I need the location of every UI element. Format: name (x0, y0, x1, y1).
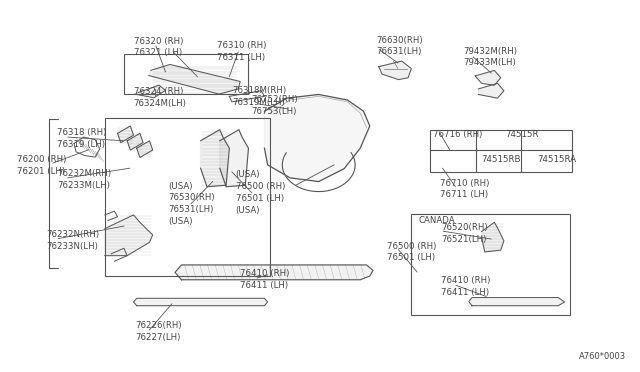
Text: 79432M(RH)
79433M(LH): 79432M(RH) 79433M(LH) (464, 46, 518, 67)
Text: 76320 (RH)
76321 (LH): 76320 (RH) 76321 (LH) (134, 36, 183, 57)
Text: 76318M(RH)
76319M(LH): 76318M(RH) 76319M(LH) (232, 86, 287, 107)
Text: 76752(RH)
76753(LH): 76752(RH) 76753(LH) (252, 95, 298, 116)
Polygon shape (149, 64, 240, 94)
Text: CANADA: CANADA (419, 216, 456, 225)
Text: 76500 (RH)
76501 (LH): 76500 (RH) 76501 (LH) (387, 241, 436, 262)
Polygon shape (478, 83, 504, 98)
Text: (USA)
76500 (RH)
76501 (LH)
(USA): (USA) 76500 (RH) 76501 (LH) (USA) (236, 170, 285, 215)
Bar (412, 214, 570, 315)
Polygon shape (134, 298, 268, 306)
Text: 74515RA: 74515RA (537, 155, 576, 164)
Polygon shape (175, 265, 373, 280)
Text: 76226(RH)
76227(LH): 76226(RH) 76227(LH) (135, 321, 181, 341)
Polygon shape (135, 85, 166, 98)
Polygon shape (468, 298, 564, 306)
Bar (430, 131, 572, 172)
Text: 76520(RH)
76521(LH): 76520(RH) 76521(LH) (442, 223, 488, 244)
Bar (105, 118, 269, 276)
Text: 76410 (RH)
76411 (LH): 76410 (RH) 76411 (LH) (240, 269, 289, 290)
Text: 76200 (RH)
76201 (LH): 76200 (RH) 76201 (LH) (17, 155, 66, 176)
Polygon shape (481, 222, 504, 252)
Polygon shape (379, 61, 412, 80)
Text: (USA)
76530(RH)
76531(LH)
(USA): (USA) 76530(RH) 76531(LH) (USA) (168, 182, 214, 226)
Polygon shape (475, 70, 500, 85)
Text: 74515RB: 74515RB (481, 155, 520, 164)
Text: 76716 (RH): 76716 (RH) (433, 130, 483, 140)
Text: 76310 (RH)
76311 (LH): 76310 (RH) 76311 (LH) (216, 41, 266, 62)
Text: 76232M(RH)
76233M(LH): 76232M(RH) 76233M(LH) (57, 169, 111, 190)
Text: 76318 (RH)
76319 (LH): 76318 (RH) 76319 (LH) (57, 128, 106, 149)
Bar (124, 54, 248, 94)
Text: 76232N(RH)
76233N(LH): 76232N(RH) 76233N(LH) (47, 230, 100, 251)
Text: A760*0003: A760*0003 (579, 352, 627, 361)
Text: 76324 (RH)
76324M(LH): 76324 (RH) 76324M(LH) (134, 87, 186, 108)
Polygon shape (220, 130, 248, 187)
Text: 76410 (RH)
76411 (LH): 76410 (RH) 76411 (LH) (442, 276, 491, 297)
Polygon shape (118, 126, 134, 142)
Polygon shape (137, 141, 153, 157)
Text: 76630(RH)
76631(LH): 76630(RH) 76631(LH) (376, 35, 423, 56)
Polygon shape (105, 215, 153, 256)
Polygon shape (264, 94, 370, 182)
Text: 74515R: 74515R (505, 130, 539, 140)
Text: 76710 (RH)
76711 (LH): 76710 (RH) 76711 (LH) (440, 179, 490, 199)
Polygon shape (200, 130, 229, 187)
Polygon shape (127, 134, 143, 150)
